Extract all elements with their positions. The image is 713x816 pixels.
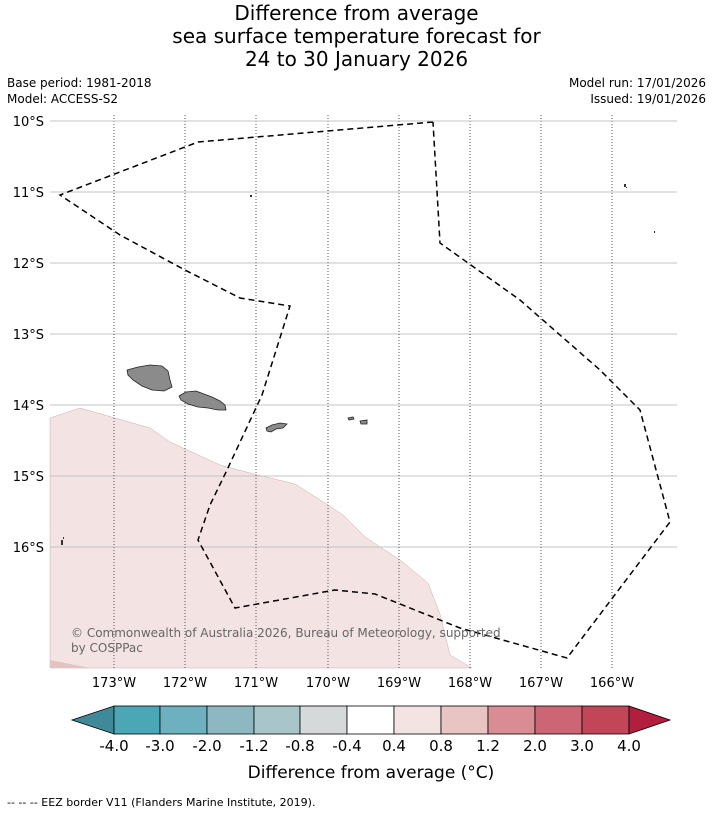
lon-label: 169°W <box>377 676 421 691</box>
lat-label: 12°S <box>13 257 44 272</box>
colorbar-tick-label: -1.2 <box>239 737 269 755</box>
model-name: Model: ACCESS-S2 <box>7 92 119 106</box>
colorbar-tick-label: -0.8 <box>285 737 315 755</box>
issued-date: Issued: 19/01/2026 <box>590 92 706 106</box>
lon-label: 170°W <box>306 676 350 691</box>
lon-label: 167°W <box>519 676 563 691</box>
title-line-2: sea surface temperature forecast for <box>172 24 541 48</box>
model-run-date: Model run: 17/01/2026 <box>568 76 706 90</box>
colorbar-tick-label: 1.2 <box>476 737 500 755</box>
colorbar-segment <box>253 705 301 735</box>
lon-label: 171°W <box>234 676 278 691</box>
eez-borders <box>58 121 671 659</box>
colorbar-segment <box>113 705 161 735</box>
lon-label: 172°W <box>163 676 207 691</box>
colorbar-segment <box>393 705 442 735</box>
colorbar-extension-high <box>628 705 672 735</box>
run-info: Model run: 17/01/2026 Issued: 19/01/2026 <box>569 75 706 107</box>
lon-label: 168°W <box>448 676 492 691</box>
lat-label: 13°S <box>13 328 44 343</box>
lat-label: 14°S <box>13 399 44 414</box>
title-line-1: Difference from average <box>234 1 479 25</box>
colorbar-segment <box>159 705 208 735</box>
ofu-island <box>347 416 355 421</box>
small-islets <box>61 184 655 545</box>
lon-label: 166°W <box>590 676 634 691</box>
base-period: Base period: 1981-2018 <box>7 76 152 90</box>
lat-label: 10°S <box>13 115 44 130</box>
colorbar-tick-label: 2.0 <box>523 737 547 755</box>
colorbar-tick-label: 4.0 <box>617 737 641 755</box>
colorbar-tick-label: 3.0 <box>570 737 594 755</box>
colorbar-segment <box>299 705 348 735</box>
tau-island <box>359 419 368 425</box>
colorbar-tick-label: -2.0 <box>192 737 222 755</box>
lon-labels: 173°W 172°W 171°W 170°W 169°W 168°W 167°… <box>92 676 634 691</box>
upolu-island <box>178 390 227 411</box>
colorbar-tick-label: -3.0 <box>145 737 175 755</box>
eez-legend-footer: -- -- -- EEZ border V11 (Flanders Marine… <box>7 796 316 809</box>
base-info: Base period: 1981-2018 Model: ACCESS-S2 <box>7 75 152 107</box>
eez-border-samoa <box>58 121 671 659</box>
colorbar-tick-label: 0.8 <box>429 737 453 755</box>
lat-label: 15°S <box>13 470 44 485</box>
copyright-notice: © Commonwealth of Australia 2026, Bureau… <box>71 626 501 655</box>
lon-label: 173°W <box>92 676 136 691</box>
colorbar-segment <box>206 705 255 735</box>
islands <box>126 364 368 433</box>
colorbar-segment <box>440 705 489 735</box>
lat-labels: 10°S 11°S 12°S 13°S 14°S 15°S 16°S <box>13 115 44 556</box>
colorbar <box>70 705 672 735</box>
colorbar-tick-label: 0.4 <box>382 737 406 755</box>
colorbar-extension-low <box>70 705 115 735</box>
tutuila-island <box>265 422 288 433</box>
colorbar-tick-label: -4.0 <box>99 737 129 755</box>
anomaly-region <box>49 407 473 669</box>
anomaly-region-corner <box>50 660 90 668</box>
lon-gridlines <box>113 115 613 668</box>
colorbar-segment <box>346 705 395 735</box>
savaii-island <box>126 364 173 392</box>
lat-label: 16°S <box>13 541 44 556</box>
colorbar-segment <box>581 705 630 735</box>
map-title: Difference from average sea surface temp… <box>0 2 713 71</box>
colorbar-title: Difference from average (°C) <box>247 763 495 783</box>
colorbar-tick-label: -0.4 <box>332 737 362 755</box>
colorbar-segment <box>487 705 536 735</box>
colorbar-segment <box>534 705 583 735</box>
lat-label: 11°S <box>13 186 44 201</box>
title-line-3: 24 to 30 January 2026 <box>244 47 469 71</box>
